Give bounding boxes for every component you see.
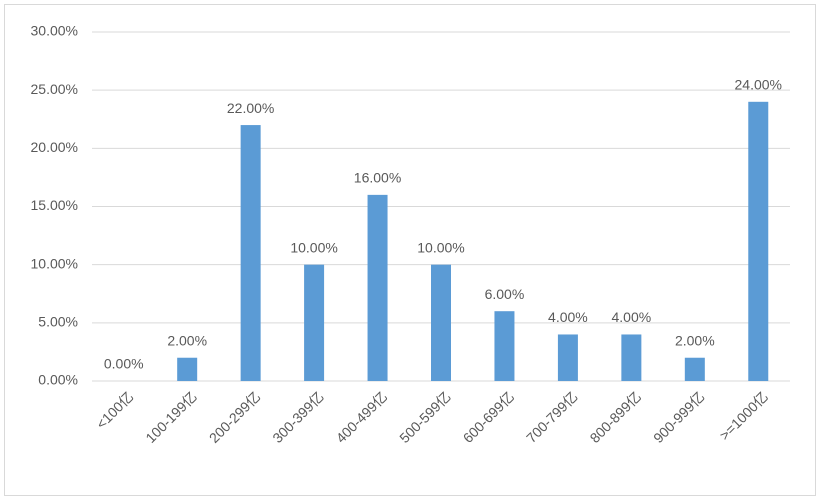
y-tick-label: 20.00%: [31, 139, 78, 155]
y-tick-label: 5.00%: [38, 314, 78, 330]
y-tick-label: 0.00%: [38, 372, 78, 388]
data-label: 2.00%: [675, 332, 715, 348]
bar: [177, 357, 198, 381]
bar: [748, 101, 769, 382]
y-tick-label: 15.00%: [31, 197, 78, 213]
data-label: 24.00%: [735, 77, 782, 93]
data-label: 10.00%: [417, 239, 464, 255]
data-label: 22.00%: [227, 100, 274, 116]
bar: [621, 334, 642, 381]
data-label: 4.00%: [612, 309, 652, 325]
bar: [240, 125, 261, 381]
data-label: 10.00%: [290, 239, 337, 255]
data-label: 6.00%: [485, 286, 525, 302]
bar: [304, 264, 325, 381]
chart-border: [4, 4, 816, 496]
y-tick-label: 30.00%: [31, 23, 78, 39]
data-label: 2.00%: [167, 332, 207, 348]
data-label: 0.00%: [104, 356, 144, 372]
bar: [684, 357, 705, 381]
bar: [494, 311, 515, 381]
data-label: 4.00%: [548, 309, 588, 325]
data-label: 16.00%: [354, 170, 401, 186]
bar: [431, 264, 451, 381]
bar: [367, 194, 388, 381]
y-tick-label: 10.00%: [31, 255, 78, 271]
bar: [557, 334, 578, 381]
y-tick-label: 25.00%: [31, 81, 78, 97]
